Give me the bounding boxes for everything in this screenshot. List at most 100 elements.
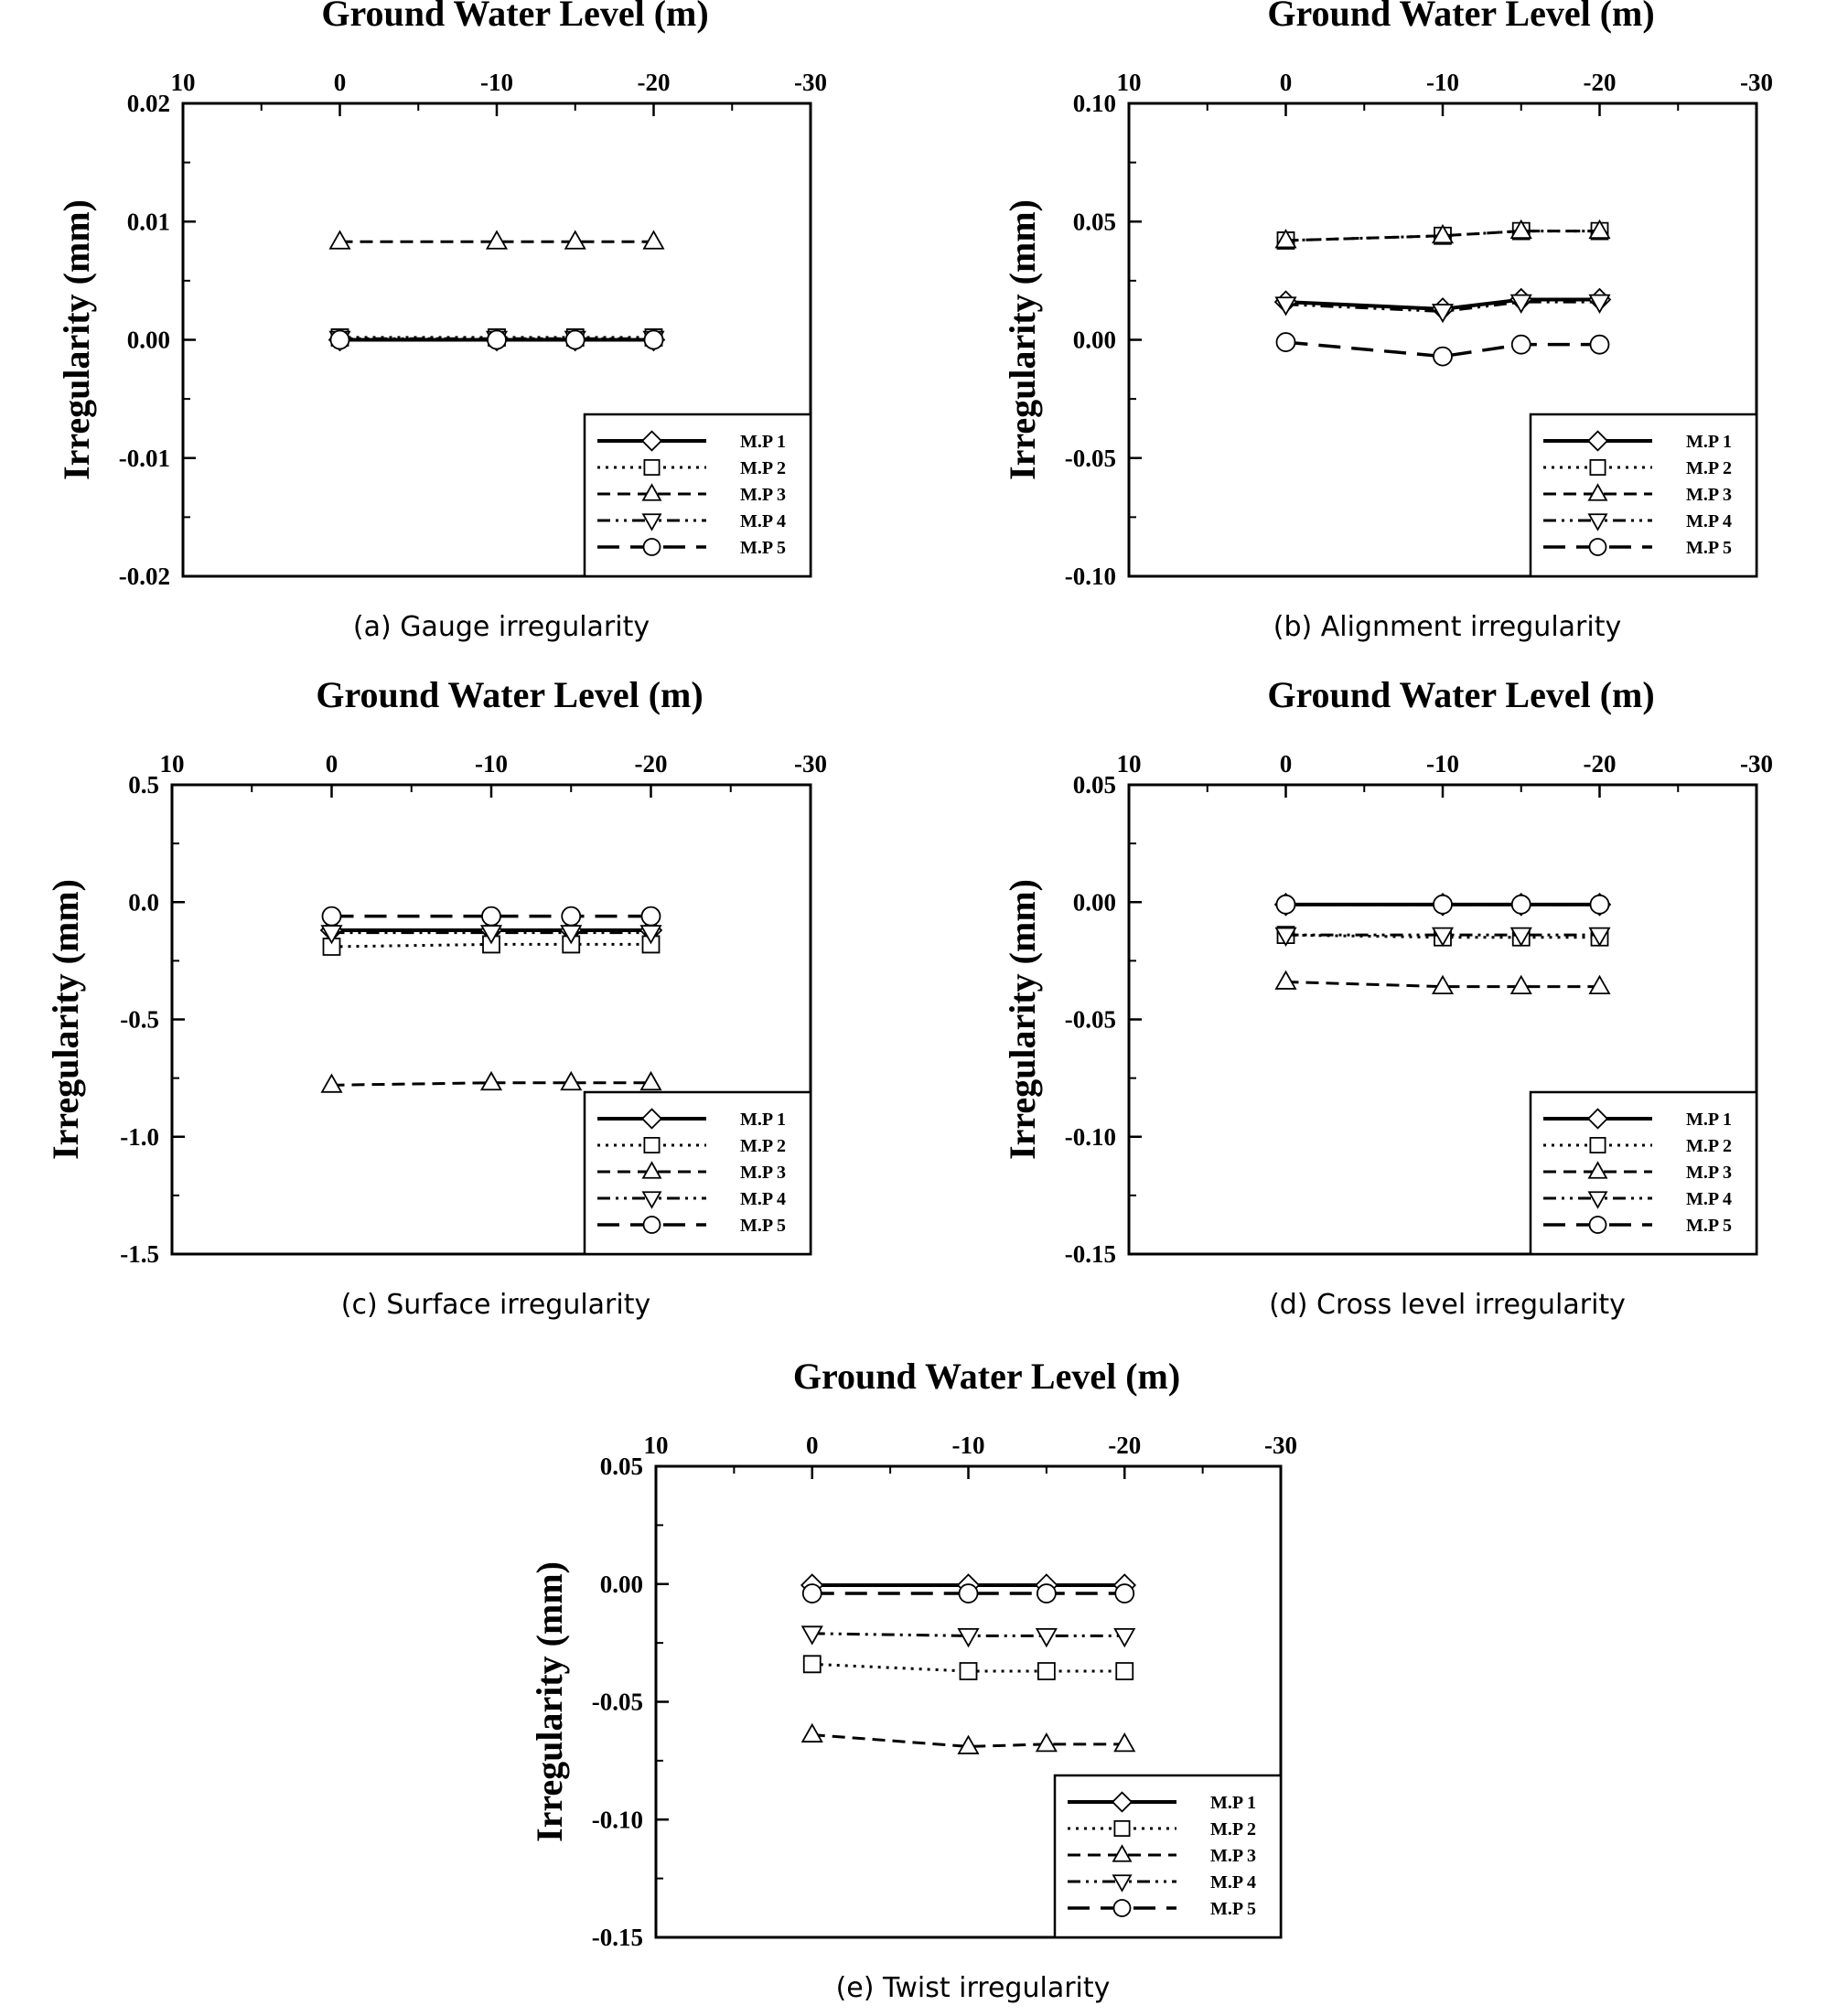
- legend-label: M.P 2: [1686, 458, 1732, 478]
- x-tick-label: 0: [1280, 750, 1293, 777]
- series-mp5: [1275, 894, 1610, 915]
- series-line: [811, 1733, 1125, 1748]
- legend-marker: [1112, 1899, 1132, 1917]
- y-tick-label: 0.0: [128, 888, 159, 916]
- x-tick-label: -30: [794, 750, 827, 777]
- data-point: [564, 230, 586, 250]
- chart-panel-d: Ground Water Level (m) (d) Cross level ir…: [1002, 674, 1773, 1321]
- chart-panel-c: Ground Water Level (m) (c) Surface irregu…: [45, 674, 827, 1321]
- panel-caption: (e) Twist irregularity: [836, 1972, 1111, 2004]
- y-tick-label: -0.15: [592, 1924, 643, 1951]
- legend-label: M.P 4: [1210, 1872, 1256, 1893]
- data-point: [1275, 332, 1296, 352]
- legend-marker: [1588, 538, 1607, 556]
- series-mp3: [1274, 970, 1611, 994]
- legend-marker: [640, 1108, 663, 1130]
- data-point: [1035, 1628, 1058, 1648]
- x-axis: 10 0 -10 -20 -30: [644, 1432, 1297, 1479]
- data-point: [1274, 296, 1297, 316]
- y-axis-label: Irregularity (mm): [56, 199, 97, 480]
- series-mp5: [321, 906, 661, 927]
- series-line: [1285, 300, 1600, 313]
- legend-label: M.P 1: [740, 1110, 786, 1130]
- x-tick-label: 0: [326, 750, 338, 777]
- data-point: [1588, 219, 1611, 239]
- legend-marker: [640, 430, 663, 452]
- legend-marker: [642, 538, 661, 556]
- data-point: [329, 329, 350, 350]
- data-point: [1115, 1662, 1134, 1680]
- data-point: [1274, 927, 1297, 947]
- data-point: [485, 230, 509, 250]
- panel-caption: (c) Surface irregularity: [341, 1289, 651, 1321]
- legend-label: M.P 5: [1210, 1899, 1256, 1919]
- series-mp5: [801, 1583, 1135, 1603]
- x-axis: 10 0 -10 -20 -30: [171, 69, 827, 116]
- data-point: [1433, 894, 1453, 915]
- legend-label: M.P 2: [740, 1136, 786, 1156]
- data-point: [639, 1070, 662, 1091]
- data-point: [1275, 894, 1296, 915]
- x-tick-label: -10: [1426, 750, 1459, 777]
- data-point: [957, 1734, 980, 1754]
- series-mp3: [800, 1722, 1136, 1754]
- legend-marker: [1587, 513, 1608, 531]
- series-mp4: [1274, 294, 1611, 324]
- x-tick-label: 10: [160, 750, 185, 777]
- data-point: [1274, 229, 1297, 249]
- chart-title: Ground Water Level (m): [1267, 674, 1654, 715]
- series-mp3: [328, 230, 665, 250]
- data-point: [1114, 1583, 1135, 1603]
- series-line: [1285, 297, 1600, 311]
- series-line: [811, 1632, 1125, 1637]
- y-tick-label: -1.5: [120, 1240, 159, 1268]
- legend-label: M.P 3: [1686, 1163, 1732, 1183]
- x-tick-label: -30: [794, 69, 827, 96]
- data-point: [1588, 294, 1611, 314]
- data-point: [487, 329, 507, 350]
- data-point: [1113, 1628, 1136, 1648]
- legend-label: M.P 3: [740, 485, 786, 505]
- y-axis: -1.5 -1.0 -0.5 0.0 0.5: [120, 771, 185, 1268]
- series-mp4: [320, 925, 662, 945]
- legend-marker: [1111, 1791, 1133, 1813]
- data-point: [1037, 1662, 1056, 1680]
- legend-label: M.P 4: [1686, 511, 1732, 531]
- data-point: [800, 1625, 823, 1646]
- series-mp4: [1274, 927, 1611, 947]
- chart-panel-a: Ground Water Level (m) (a) Gauge irregula…: [56, 0, 827, 643]
- data-point: [1035, 1732, 1058, 1753]
- y-tick-label: -0.05: [1065, 445, 1116, 472]
- data-point: [802, 1655, 822, 1674]
- legend-label: M.P 4: [1686, 1189, 1732, 1209]
- x-tick-label: 10: [644, 1432, 669, 1459]
- data-point: [958, 1583, 979, 1603]
- legend-marker: [1588, 1216, 1607, 1234]
- x-tick-label: -20: [635, 750, 668, 777]
- y-tick-label: -0.5: [120, 1006, 159, 1034]
- series-mp4: [800, 1625, 1136, 1648]
- y-tick-label: -0.10: [592, 1806, 643, 1833]
- series-mp3: [1274, 219, 1611, 249]
- legend-marker: [1587, 1191, 1608, 1209]
- x-tick-label: -20: [1584, 69, 1617, 96]
- series-mp5: [1275, 332, 1610, 367]
- data-point: [1509, 974, 1532, 994]
- chart-panel-e: Ground Water Level (m) (e) Twist irregula…: [529, 1356, 1297, 2004]
- data-point: [1431, 223, 1455, 244]
- data-point: [1510, 334, 1531, 355]
- legend-label: M.P 1: [1686, 432, 1732, 452]
- x-axis: 10 0 -10 -20 -30: [160, 750, 827, 798]
- legend-label: M.P 1: [1210, 1793, 1256, 1813]
- x-tick-label: -10: [475, 750, 508, 777]
- legend-marker: [641, 1191, 662, 1209]
- y-tick-label: 0.00: [600, 1571, 643, 1598]
- legend-label: M.P 1: [1686, 1110, 1732, 1130]
- y-tick-label: 0.02: [127, 90, 170, 117]
- y-tick-label: 0.00: [1073, 888, 1116, 916]
- y-tick-label: 0.00: [1073, 327, 1116, 354]
- legend: M.P 1 M.P 2 M.P 3 M.P 4 M.P 5: [1529, 1090, 1758, 1256]
- y-axis: -0.15 -0.10 -0.05 0.00 0.05: [592, 1453, 669, 1951]
- data-point: [1589, 334, 1610, 355]
